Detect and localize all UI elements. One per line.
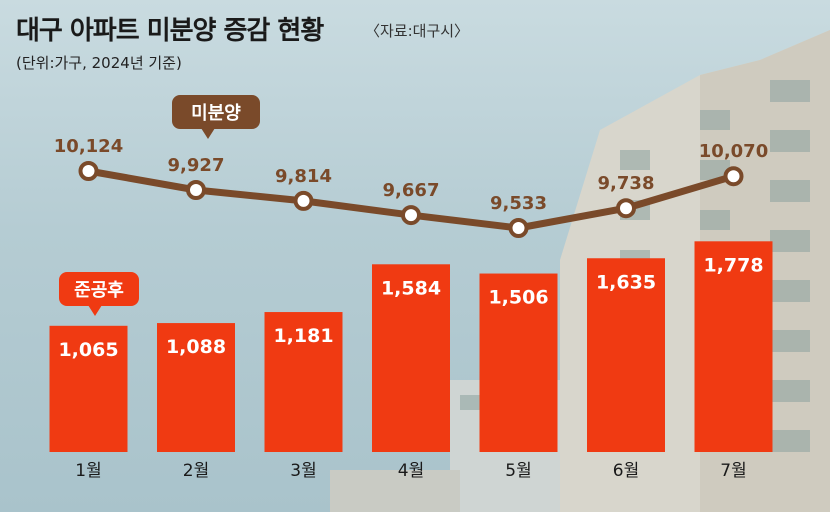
x-tick-label: 6월 xyxy=(613,461,639,481)
x-tick-label: 5월 xyxy=(505,461,531,481)
bar-value-label: 1,065 xyxy=(58,339,118,361)
bar-value-label: 1,088 xyxy=(166,336,226,358)
bar xyxy=(264,312,343,452)
legend-bar-pointer xyxy=(88,305,102,316)
x-tick-label: 4월 xyxy=(398,461,424,481)
line-value-label: 9,927 xyxy=(168,155,225,176)
bar-value-label: 1,181 xyxy=(273,325,333,347)
legend-bar-label: 준공후 xyxy=(74,280,124,301)
line-value-label: 10,070 xyxy=(699,141,768,162)
unit-note: (단위:가구, 2024년 기준) xyxy=(16,54,182,72)
x-tick-label: 3월 xyxy=(290,461,316,481)
chart-title: 대구 아파트 미분양 증감 현황 xyxy=(16,16,324,46)
x-tick-label: 7월 xyxy=(720,461,746,481)
line-point xyxy=(293,190,314,211)
legend-bar-box xyxy=(59,272,139,306)
x-tick-label: 1월 xyxy=(75,461,101,481)
legend-line-box xyxy=(172,95,260,129)
bar xyxy=(587,258,665,452)
line-point xyxy=(723,166,744,187)
bar xyxy=(479,273,558,452)
legend-line-label: 미분양 xyxy=(191,103,241,124)
line-point xyxy=(78,161,99,181)
line-value-label: 9,814 xyxy=(275,166,332,187)
line-point xyxy=(401,205,421,226)
bar-value-label: 1,584 xyxy=(381,277,441,299)
bar xyxy=(694,241,773,452)
bar xyxy=(49,325,128,452)
line-point xyxy=(508,218,529,238)
bar-value-label: 1,506 xyxy=(488,287,548,309)
line-point xyxy=(616,198,636,219)
bar xyxy=(372,264,450,452)
building-bottom xyxy=(330,470,460,512)
bar xyxy=(157,323,235,452)
source-note: 〈자료:대구시〉 xyxy=(365,22,470,40)
legend-line-pointer xyxy=(201,128,215,139)
line-point xyxy=(186,180,206,200)
line-value-label: 9,667 xyxy=(383,180,440,201)
bar-value-label: 1,635 xyxy=(596,271,656,293)
line-value-label: 10,124 xyxy=(54,136,123,157)
line-value-label: 9,533 xyxy=(490,193,547,214)
line-value-label: 9,738 xyxy=(598,173,655,194)
bar-value-label: 1,778 xyxy=(703,254,763,276)
x-tick-label: 2월 xyxy=(183,461,209,481)
